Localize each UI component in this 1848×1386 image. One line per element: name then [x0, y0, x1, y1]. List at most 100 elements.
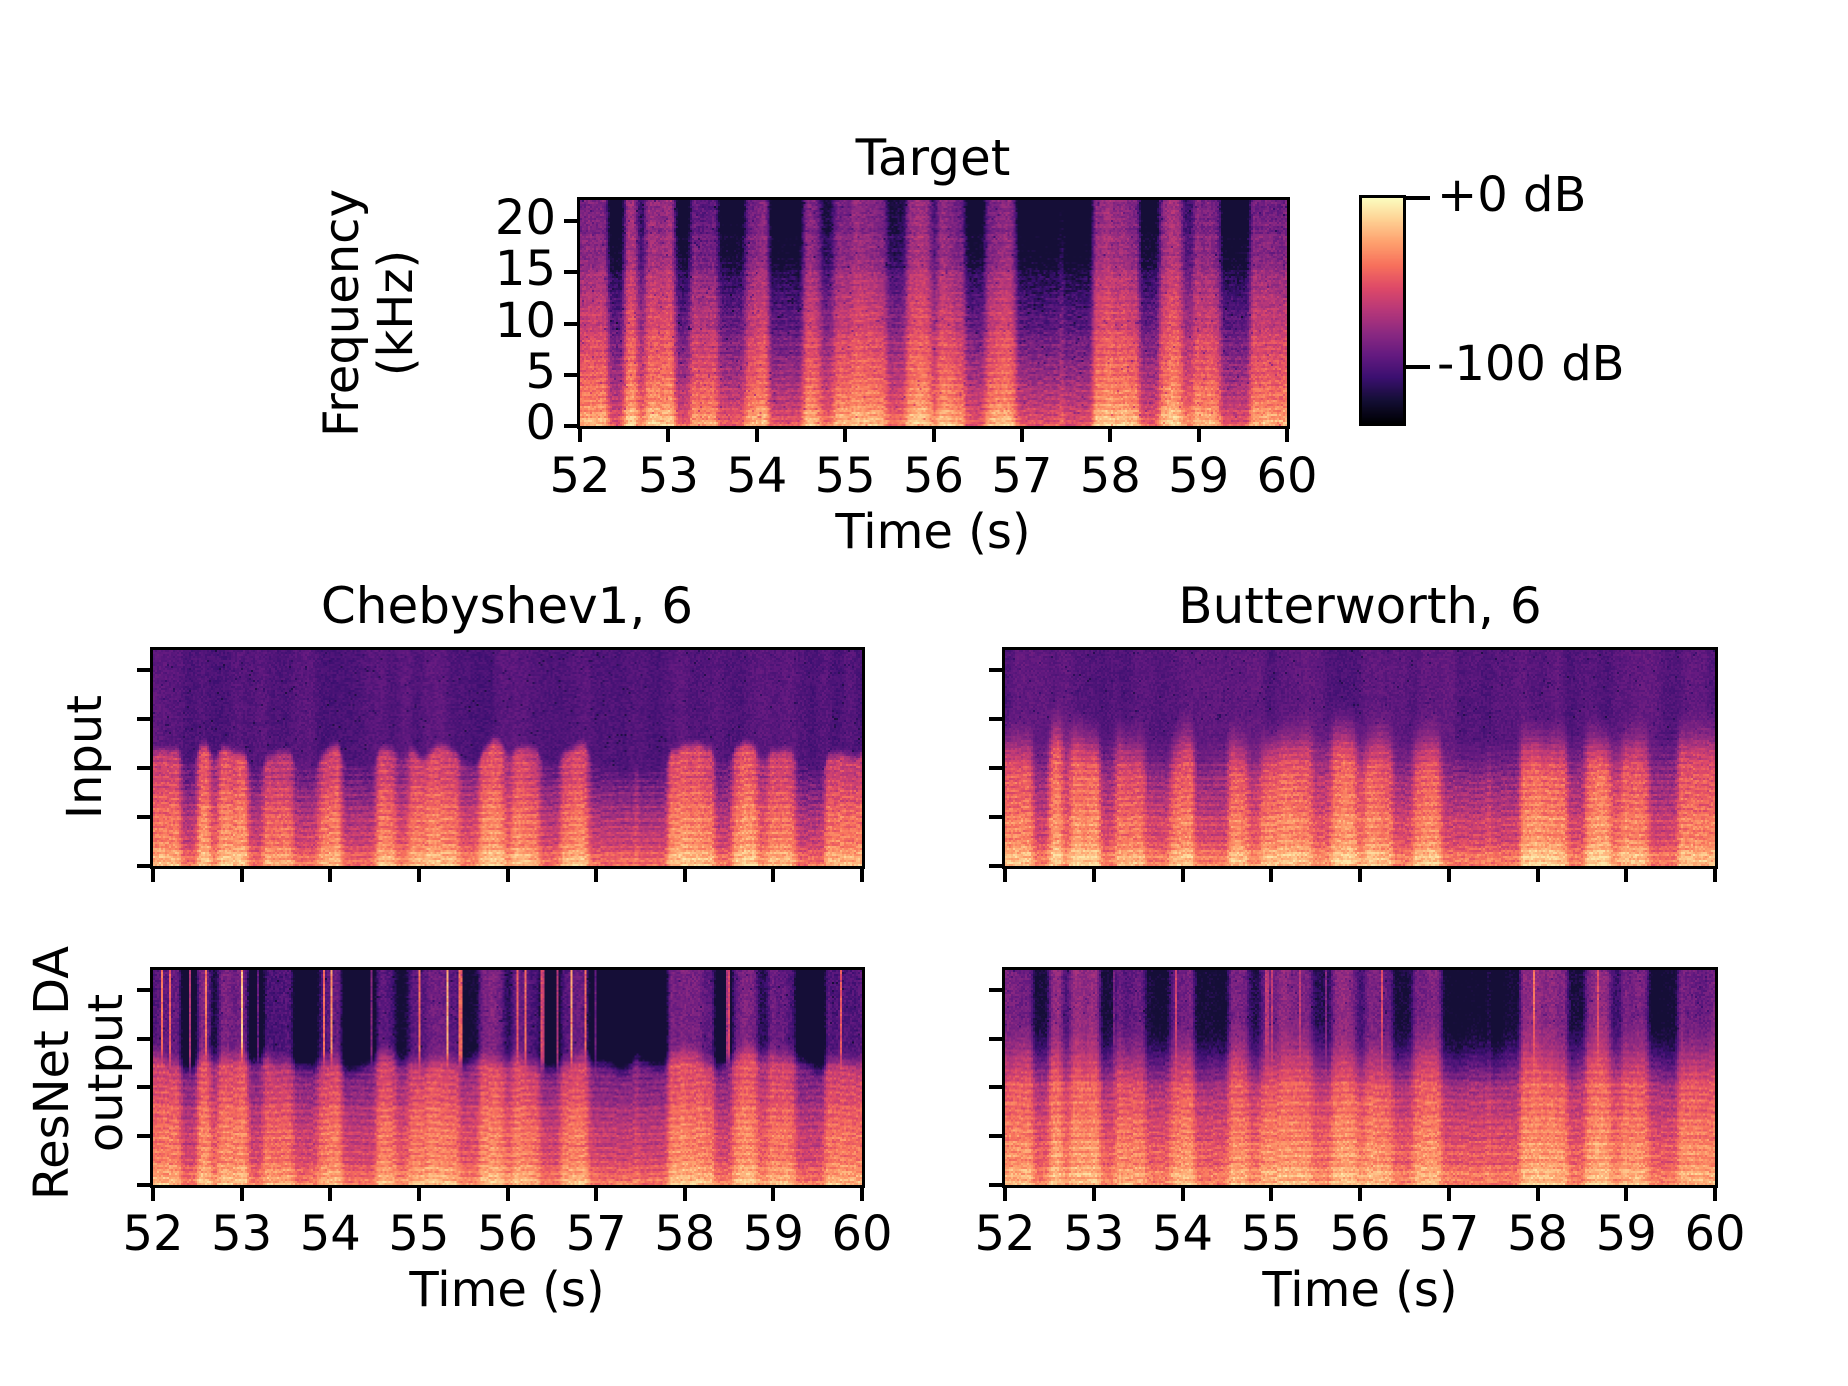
- colorbar-tick-mark: [1406, 364, 1430, 369]
- y-tick-mark: [137, 864, 150, 868]
- x-tick-mark: [594, 1188, 599, 1201]
- target-time-axis-label: Time (s): [835, 504, 1031, 560]
- x-tick-mark: [151, 869, 155, 882]
- target-spectrogram-panel: [577, 197, 1290, 429]
- y-tick-mark: [989, 864, 1002, 868]
- resnet-da-output-row-label-line2: output: [78, 993, 134, 1153]
- y-tick-mark: [989, 1085, 1002, 1090]
- frequency-axis-label: Frequency (kHz): [314, 103, 425, 523]
- x-tick-label: 53: [211, 1206, 273, 1262]
- x-tick-label: 54: [299, 1206, 361, 1262]
- x-tick-mark: [1196, 429, 1201, 442]
- x-tick-mark: [1091, 1188, 1096, 1201]
- y-tick-label: 0: [525, 395, 556, 451]
- x-tick-label: 52: [974, 1206, 1036, 1262]
- x-tick-label: 53: [1063, 1206, 1125, 1262]
- butterworth-input-spectrogram-panel: [1002, 647, 1718, 869]
- y-tick-mark: [989, 1134, 1002, 1139]
- y-tick-mark: [564, 321, 577, 326]
- x-tick-mark: [505, 1188, 510, 1201]
- x-tick-mark: [239, 1188, 244, 1201]
- y-tick-mark: [989, 815, 1002, 820]
- x-tick-mark: [1180, 869, 1185, 882]
- x-tick-mark: [416, 869, 421, 882]
- chebyshev-input-spectrogram-heatmap: [153, 650, 862, 866]
- x-tick-mark: [1285, 429, 1289, 442]
- x-tick-mark: [1003, 1188, 1007, 1201]
- x-tick-label: 59: [1595, 1206, 1657, 1262]
- resnet-da-output-row-label-line1: ResNet DA: [24, 945, 81, 1201]
- x-tick-mark: [328, 1188, 333, 1201]
- x-tick-mark: [1269, 869, 1274, 882]
- x-tick-mark: [771, 869, 776, 882]
- x-tick-label: 60: [1256, 448, 1318, 504]
- butterworth-output-spectrogram-panel: [1002, 967, 1718, 1188]
- x-tick-mark: [1446, 1188, 1451, 1201]
- y-tick-mark: [989, 717, 1002, 722]
- x-tick-mark: [578, 429, 582, 442]
- y-tick-mark: [137, 1134, 150, 1139]
- frequency-axis-label-line1: Frequency: [314, 189, 371, 437]
- chebyshev-output-spectrogram-heatmap: [153, 970, 862, 1185]
- x-tick-mark: [1446, 869, 1451, 882]
- x-tick-mark: [771, 1188, 776, 1201]
- butterworth-output-spectrogram-heatmap: [1005, 970, 1715, 1185]
- x-tick-mark: [1091, 869, 1096, 882]
- x-tick-mark: [1269, 1188, 1274, 1201]
- y-tick-mark: [564, 424, 577, 428]
- colorbar-tick-mark: [1406, 196, 1430, 200]
- chebyshev-input-spectrogram-panel: [150, 647, 865, 869]
- x-tick-label: 56: [476, 1206, 539, 1262]
- x-tick-mark: [1624, 869, 1629, 882]
- y-tick-mark: [564, 270, 577, 275]
- x-tick-label: 57: [991, 448, 1053, 504]
- x-tick-label: 57: [1418, 1206, 1480, 1262]
- x-tick-mark: [1713, 869, 1717, 882]
- y-tick-label: 10: [494, 292, 556, 349]
- y-tick-mark: [137, 1183, 150, 1187]
- x-tick-label: 55: [388, 1206, 450, 1262]
- x-tick-mark: [151, 1188, 155, 1201]
- x-tick-mark: [594, 869, 599, 882]
- y-tick-mark: [137, 987, 150, 992]
- left-time-axis-label: Time (s): [409, 1262, 605, 1318]
- x-tick-mark: [860, 869, 864, 882]
- y-tick-mark: [137, 766, 150, 771]
- y-tick-mark: [989, 1036, 1002, 1041]
- y-tick-label: 5: [525, 343, 556, 400]
- chebyshev-output-spectrogram-panel: [150, 967, 865, 1188]
- y-tick-mark: [137, 668, 150, 673]
- x-tick-mark: [754, 429, 759, 442]
- x-tick-label: 54: [726, 448, 788, 504]
- x-tick-label: 52: [122, 1206, 184, 1262]
- x-tick-mark: [1108, 429, 1113, 442]
- frequency-axis-label-line2: (kHz): [368, 249, 424, 377]
- y-tick-mark: [137, 1036, 150, 1041]
- target-spectrogram-heatmap: [580, 200, 1287, 426]
- x-tick-mark: [1713, 1188, 1717, 1201]
- butterworth-input-spectrogram-heatmap: [1005, 650, 1715, 866]
- butterworth-column-title: Butterworth, 6: [1178, 577, 1542, 635]
- x-tick-mark: [328, 869, 333, 882]
- x-tick-label: 54: [1151, 1206, 1214, 1262]
- x-tick-label: 57: [565, 1206, 627, 1262]
- y-tick-mark: [137, 815, 150, 820]
- x-tick-label: 52: [549, 448, 611, 504]
- x-tick-mark: [682, 1188, 687, 1201]
- y-tick-mark: [137, 717, 150, 722]
- x-tick-mark: [1624, 1188, 1629, 1201]
- y-tick-mark: [989, 668, 1002, 673]
- x-tick-mark: [1535, 1188, 1540, 1201]
- x-tick-label: 60: [831, 1206, 893, 1262]
- x-tick-label: 55: [814, 448, 876, 504]
- y-tick-mark: [564, 219, 577, 223]
- colorbar-gradient: [1362, 198, 1403, 423]
- x-tick-label: 56: [1329, 1206, 1391, 1262]
- x-tick-label: 58: [1506, 1206, 1569, 1262]
- y-tick-mark: [989, 766, 1002, 771]
- y-tick-mark: [137, 1085, 150, 1090]
- x-tick-label: 56: [902, 448, 965, 504]
- target-title: Target: [855, 129, 1011, 187]
- x-tick-label: 58: [1079, 448, 1141, 504]
